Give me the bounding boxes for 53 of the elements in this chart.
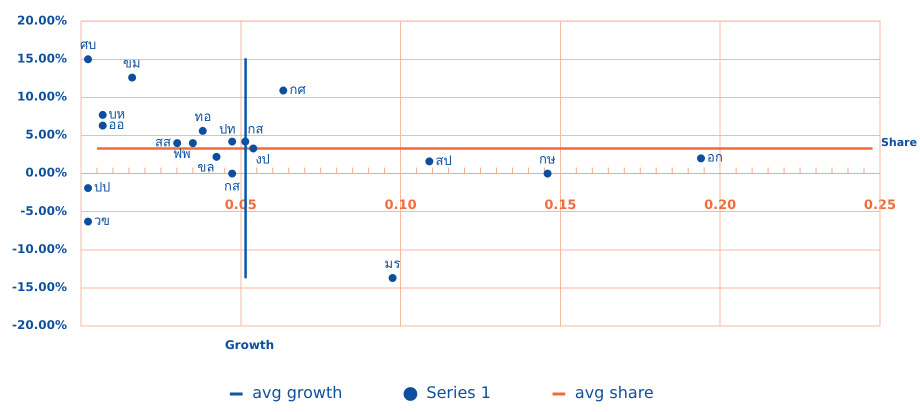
y-tick-label: -20.00% [12, 318, 67, 332]
point [84, 55, 92, 64]
annotation: กส [247, 122, 264, 138]
y-axis-title: Share [880, 136, 918, 149]
x-tick-label: 0.10 [384, 198, 417, 213]
point [425, 157, 434, 166]
point [228, 170, 236, 178]
y-tick-label: 20.00% [17, 13, 67, 28]
point [173, 139, 182, 148]
annotation: วข [94, 214, 110, 229]
x-axis-title: Growth [224, 338, 274, 352]
point [249, 144, 258, 152]
point [98, 110, 107, 119]
y-tick-label: 15.00% [17, 51, 67, 66]
annotation: ขม [123, 56, 142, 72]
y-tick-label: -10.00% [12, 242, 67, 256]
y-tick-label: 5.00% [25, 128, 67, 142]
y-tick-label: -5.00% [20, 204, 67, 218]
x-tick-label: 0.20 [704, 198, 736, 213]
point [188, 139, 197, 148]
y-tick-label: 0.00% [25, 166, 67, 180]
legend-label: avg share [574, 383, 654, 402]
point [544, 170, 552, 178]
x-tick-label: 0.15 [544, 198, 576, 213]
y-tick-label: -15.00% [12, 280, 67, 294]
point [212, 152, 221, 161]
annotation: ปท [219, 122, 236, 138]
y-tick-label: 10.00% [17, 90, 67, 104]
annotation: อก [706, 150, 723, 166]
annotation: กษ [539, 152, 556, 168]
annotation: กศ [289, 82, 306, 98]
annotation: กส [224, 179, 240, 194]
point [84, 184, 92, 192]
annotation: งป [255, 152, 270, 168]
point [98, 122, 107, 130]
annotation: ฟพ [172, 146, 191, 162]
point [228, 138, 236, 146]
annotation: ปป [94, 180, 110, 196]
annotation: ขล [198, 160, 215, 176]
annotation: ศบ [80, 38, 96, 54]
point [128, 74, 136, 82]
legend-label: Series 1 [426, 383, 491, 402]
point [198, 126, 207, 135]
legend-label: avg growth [252, 383, 342, 402]
annotation: มร [384, 256, 401, 272]
point [279, 86, 288, 95]
annotation: ทอ [194, 110, 212, 125]
point [84, 218, 92, 226]
point [388, 274, 397, 282]
x-tick-label: 0.25 [864, 198, 896, 213]
annotation: สส [155, 135, 172, 150]
point [696, 154, 705, 162]
annotation: สป [435, 154, 452, 169]
